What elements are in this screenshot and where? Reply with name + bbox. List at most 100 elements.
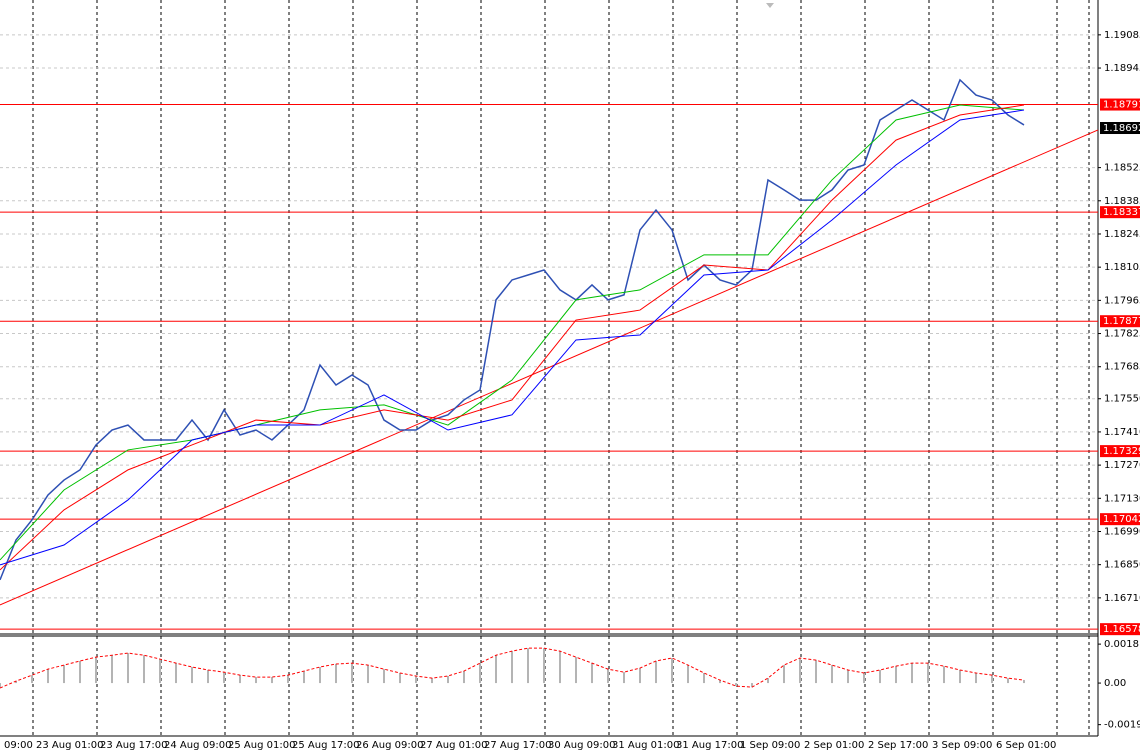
oscillator-bar [143,655,145,684]
trendline [0,129,1099,606]
oscillator-bar [879,670,881,684]
oscillator-bar [335,664,337,684]
level-label-box [1100,98,1140,111]
y-tick-label: 1.18385 [1104,196,1140,207]
oscillator-bar [559,651,561,684]
y-tick-label: 1.18945 [1104,63,1140,74]
level-label-box [1100,513,1140,526]
oscillator-bar [767,678,769,684]
level-label: 1.17042 [1103,514,1140,525]
oscillator-bar [223,672,225,684]
oscillator-bar [399,673,401,684]
oscillator-bar [415,676,417,684]
level-label-box [1100,206,1140,219]
oscillator-bar [95,657,97,684]
moving-average [0,109,1025,566]
y-tick-label: 1.17270 [1104,460,1140,471]
level-label-box [1100,623,1140,636]
x-tick-label: 2 Sep 01:00 [804,740,864,751]
level-label: 1.18337 [1103,207,1140,218]
y-tick-label: -0.00194 [1104,720,1140,731]
oscillator-bar [303,671,305,684]
oscillator-bar [0,683,1,688]
x-tick-label: 23 Aug 01:00 [36,740,103,751]
oscillator-bar [495,655,497,684]
oscillator-bar [1007,678,1009,684]
oscillator-bar [815,660,817,684]
signal-line [0,647,1025,689]
y-tick-label: 1.17130 [1104,493,1140,504]
last-price-box [1100,122,1140,135]
x-tick-label: 3 Sep 09:00 [932,740,992,751]
oscillator-bar [863,673,865,684]
oscillator-bar [943,666,945,684]
x-tick-label: 25 Aug 17:00 [292,740,359,751]
oscillator-bar [927,663,929,684]
oscillator-bar [111,655,113,684]
x-tick-label: 31 Aug 01:00 [612,740,679,751]
x-tick-label: 30 Aug 09:00 [548,740,615,751]
oscillator-bar [831,665,833,684]
oscillator-bar [31,675,33,684]
oscillator-bar [367,665,369,684]
oscillator-bar [287,675,289,684]
oscillator-bar [239,675,241,684]
y-tick-label: 1.17965 [1104,295,1140,306]
oscillator-bar [63,665,65,684]
oscillator-bar [895,666,897,684]
oscillator-bar [255,677,257,684]
oscillator-bar [719,680,721,684]
oscillator-bar [671,658,673,684]
x-tick-label: 23 Aug 17:00 [100,740,167,751]
y-tick-label: 1.17685 [1104,362,1140,373]
level-label-box [1100,445,1140,458]
oscillator-bar [383,669,385,684]
y-tick-label: 1.18105 [1104,262,1140,273]
y-tick-label: 0.001818 [1104,639,1140,650]
oscillator-bar [191,667,193,684]
y-tick-label: 0.00 [1104,678,1126,689]
oscillator-bar [319,667,321,684]
x-tick-label: 24 Aug 09:00 [164,740,231,751]
y-tick-label: 1.17825 [1104,329,1140,340]
y-tick-label: 1.19085 [1104,30,1140,41]
oscillator-bar [527,648,529,684]
x-tick-label: 31 Aug 17:00 [676,740,743,751]
oscillator-bar [607,669,609,684]
oscillator-bar [639,668,641,684]
oscillator-bar [479,663,481,684]
oscillator-bar [79,661,81,684]
oscillator-bar [431,678,433,684]
oscillator-bar [655,661,657,684]
oscillator-bar [687,665,689,684]
oscillator-bar [703,673,705,684]
oscillator-bar [447,676,449,684]
oscillator-bar [575,657,577,684]
x-tick-label: 26 Aug 09:00 [356,740,423,751]
oscillator-bar [127,653,129,684]
oscillator-bar [799,658,801,684]
y-tick-label: 1.18245 [1104,229,1140,240]
level-label: 1.17329 [1103,446,1140,457]
oscillator-bar [735,683,737,687]
oscillator-bar [783,665,785,684]
x-tick-label: 09:00 [4,740,33,751]
x-tick-label: 27 Aug 17:00 [484,740,551,751]
y-tick-label: 1.17550 [1104,394,1140,405]
oscillator-bar [847,670,849,684]
oscillator-bar [959,670,961,684]
oscillator-bar [351,663,353,684]
shift-marker [766,3,774,8]
price-line [0,78,1025,581]
moving-average [0,104,1025,561]
level-label-box [1100,315,1140,328]
oscillator-bar [623,672,625,684]
x-tick-label: 2 Sep 17:00 [868,740,928,751]
oscillator-bar [47,669,49,684]
y-tick-label: 1.18525 [1104,163,1140,174]
oscillator-bar [975,673,977,684]
oscillator-bar [15,681,17,684]
